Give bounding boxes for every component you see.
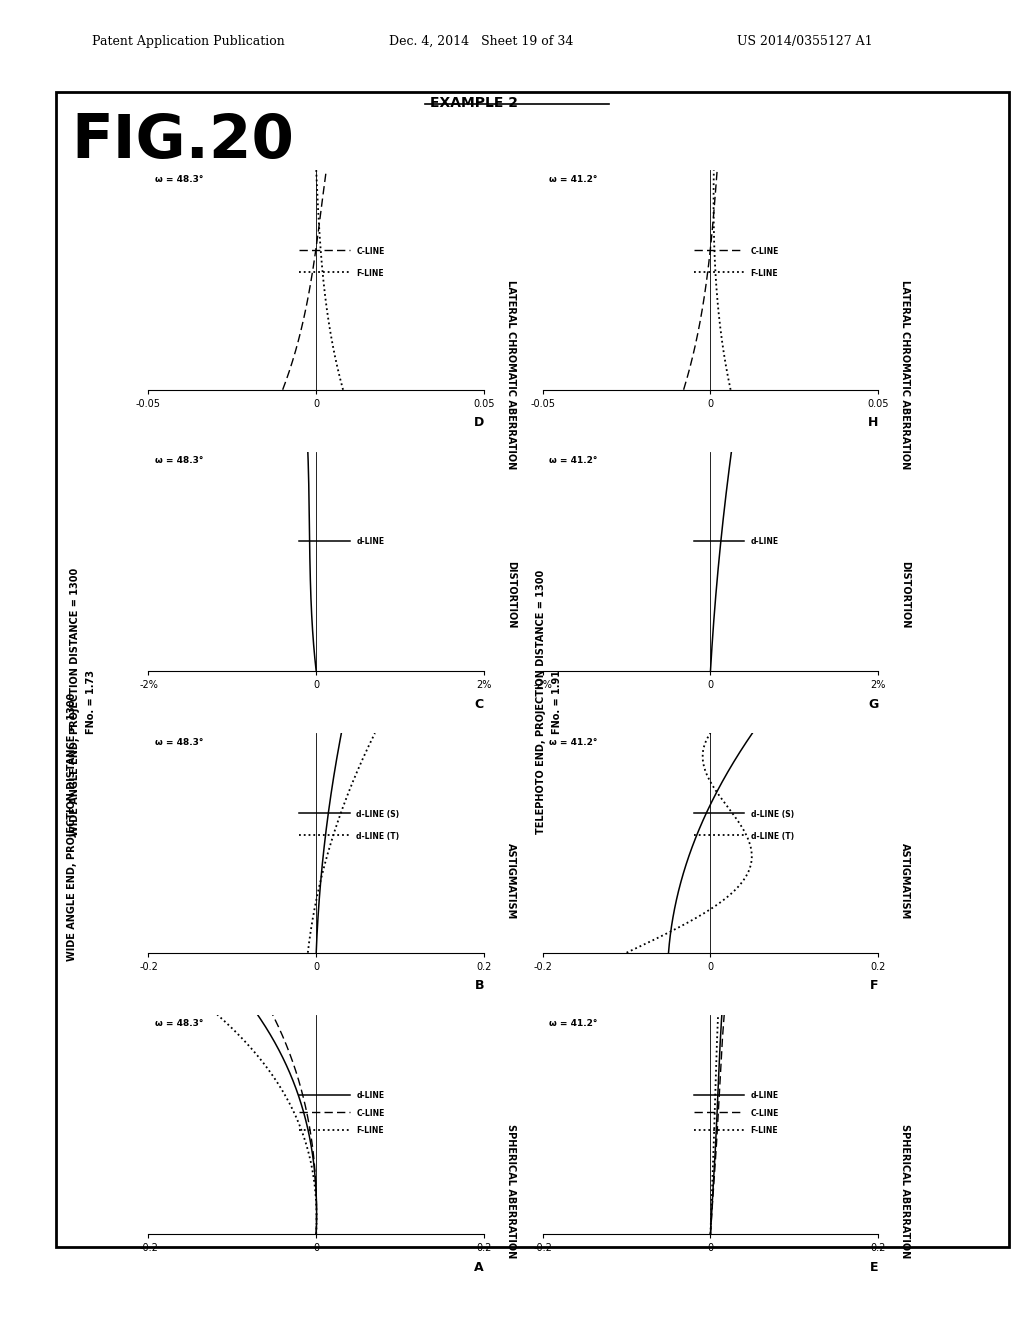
Text: TELEPHOTO END, PROJECTION DISTANCE = 1300: TELEPHOTO END, PROJECTION DISTANCE = 130…: [536, 570, 546, 834]
Text: C-LINE: C-LINE: [356, 1109, 385, 1118]
Text: F-LINE: F-LINE: [751, 268, 778, 277]
Text: FNo. = 1.73: FNo. = 1.73: [86, 671, 96, 734]
Text: d-LINE: d-LINE: [751, 1092, 779, 1100]
Text: d-LINE (S): d-LINE (S): [751, 809, 794, 818]
Text: C-LINE: C-LINE: [751, 1109, 779, 1118]
Text: D: D: [474, 416, 484, 429]
Text: WIDE ANGLE END, PROJECTION DISTANCE = 1300: WIDE ANGLE END, PROJECTION DISTANCE = 13…: [67, 693, 77, 961]
Text: DISTORTION: DISTORTION: [900, 561, 910, 628]
Text: ASTIGMATISM: ASTIGMATISM: [506, 843, 516, 919]
Text: C-LINE: C-LINE: [356, 247, 385, 256]
Text: ω = 48.3°: ω = 48.3°: [156, 455, 204, 465]
Text: F-LINE: F-LINE: [356, 1126, 384, 1135]
Text: ω = 48.3°: ω = 48.3°: [156, 1019, 204, 1028]
Text: d-LINE (T): d-LINE (T): [356, 832, 399, 841]
Text: WIDE ANGLE END, PROJECTION DISTANCE = 1300: WIDE ANGLE END, PROJECTION DISTANCE = 13…: [70, 568, 80, 837]
Text: C: C: [475, 697, 484, 710]
Text: C-LINE: C-LINE: [751, 247, 779, 256]
Text: FNo. = 1.91: FNo. = 1.91: [552, 671, 562, 734]
Text: ω = 48.3°: ω = 48.3°: [156, 174, 204, 183]
Text: SPHERICAL ABERRATION: SPHERICAL ABERRATION: [900, 1125, 910, 1259]
Text: US 2014/0355127 A1: US 2014/0355127 A1: [737, 34, 872, 48]
Text: G: G: [868, 697, 879, 710]
Text: H: H: [867, 416, 879, 429]
Text: F-LINE: F-LINE: [356, 268, 384, 277]
Text: Dec. 4, 2014   Sheet 19 of 34: Dec. 4, 2014 Sheet 19 of 34: [389, 34, 573, 48]
Text: ω = 41.2°: ω = 41.2°: [550, 738, 598, 747]
Text: d-LINE (T): d-LINE (T): [751, 832, 794, 841]
Text: F-LINE: F-LINE: [751, 1126, 778, 1135]
Text: A: A: [474, 1261, 484, 1274]
Text: FIG.20: FIG.20: [72, 112, 295, 172]
Text: ω = 41.2°: ω = 41.2°: [550, 1019, 598, 1028]
Text: LATERAL CHROMATIC ABERRATION: LATERAL CHROMATIC ABERRATION: [506, 280, 516, 469]
Text: ω = 48.3°: ω = 48.3°: [156, 738, 204, 747]
Text: SPHERICAL ABERRATION: SPHERICAL ABERRATION: [506, 1125, 516, 1259]
Text: ω = 41.2°: ω = 41.2°: [550, 455, 598, 465]
Text: ω = 41.2°: ω = 41.2°: [550, 174, 598, 183]
Text: B: B: [474, 979, 484, 993]
Text: LATERAL CHROMATIC ABERRATION: LATERAL CHROMATIC ABERRATION: [900, 280, 910, 469]
Text: E: E: [869, 1261, 879, 1274]
Text: d-LINE (S): d-LINE (S): [356, 809, 399, 818]
Text: Patent Application Publication: Patent Application Publication: [92, 34, 285, 48]
Text: F: F: [869, 979, 879, 993]
Text: ASTIGMATISM: ASTIGMATISM: [900, 843, 910, 919]
Text: d-LINE: d-LINE: [751, 537, 779, 546]
Text: d-LINE: d-LINE: [356, 1092, 385, 1100]
Text: d-LINE: d-LINE: [356, 537, 385, 546]
Text: DISTORTION: DISTORTION: [506, 561, 516, 628]
Text: EXAMPLE 2: EXAMPLE 2: [430, 96, 518, 111]
